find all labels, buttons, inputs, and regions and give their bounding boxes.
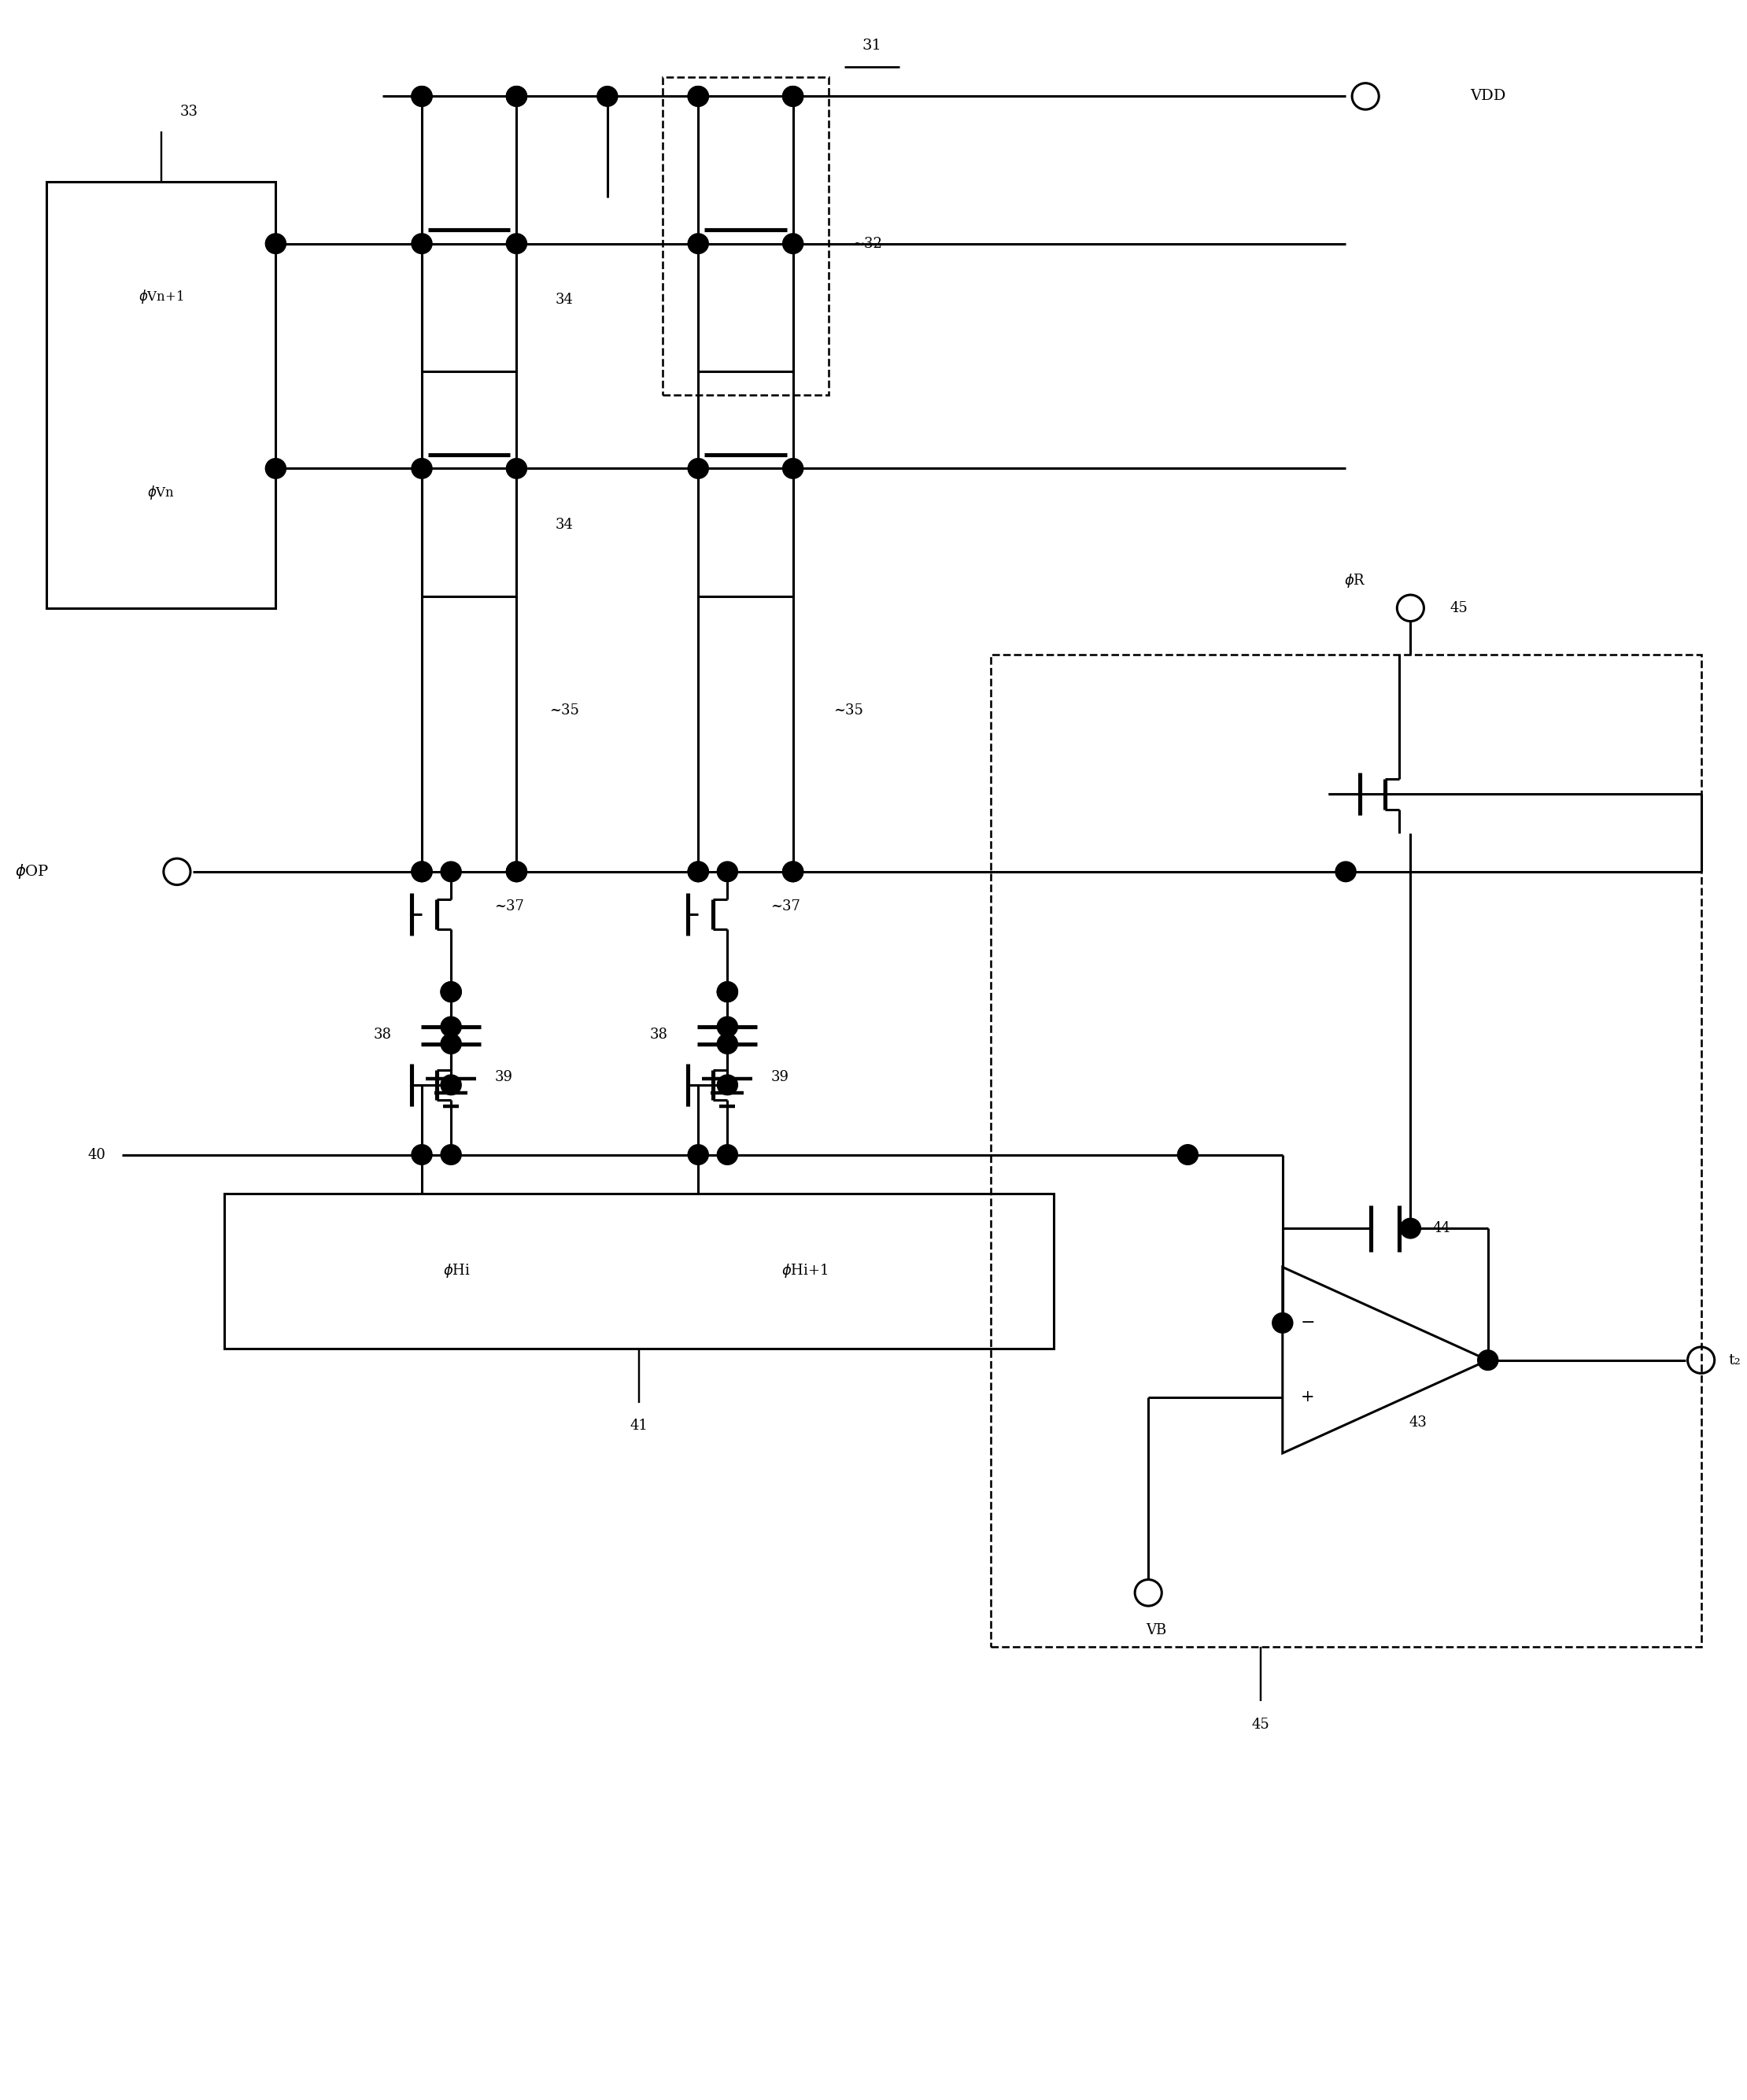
Circle shape bbox=[783, 86, 804, 107]
Text: t₂: t₂ bbox=[1730, 1352, 1742, 1367]
Text: 38: 38 bbox=[650, 1027, 667, 1042]
Circle shape bbox=[716, 1075, 737, 1094]
Text: $\phi$R: $\phi$R bbox=[1343, 573, 1366, 590]
Circle shape bbox=[783, 861, 804, 882]
Circle shape bbox=[688, 86, 709, 107]
Text: +: + bbox=[1302, 1390, 1315, 1405]
Circle shape bbox=[507, 233, 528, 254]
Circle shape bbox=[783, 86, 804, 107]
Circle shape bbox=[716, 861, 737, 882]
Bar bbox=[47, 181, 276, 609]
Circle shape bbox=[266, 233, 287, 254]
Circle shape bbox=[507, 86, 528, 107]
Circle shape bbox=[412, 458, 432, 479]
Circle shape bbox=[412, 861, 432, 882]
Text: 45: 45 bbox=[1251, 1718, 1270, 1732]
Circle shape bbox=[597, 86, 618, 107]
Text: ~37: ~37 bbox=[494, 899, 524, 913]
Circle shape bbox=[688, 458, 709, 479]
Text: $\phi$Vn: $\phi$Vn bbox=[147, 485, 175, 502]
Text: ~32: ~32 bbox=[853, 237, 882, 250]
Circle shape bbox=[783, 861, 804, 882]
Circle shape bbox=[1478, 1350, 1499, 1369]
Circle shape bbox=[688, 861, 709, 882]
Circle shape bbox=[440, 983, 461, 1002]
Text: $\phi$Hi+1: $\phi$Hi+1 bbox=[781, 1262, 828, 1279]
Text: 33: 33 bbox=[180, 105, 197, 120]
Text: 34: 34 bbox=[556, 292, 573, 307]
Circle shape bbox=[507, 861, 528, 882]
Circle shape bbox=[412, 86, 432, 107]
Text: 45: 45 bbox=[1450, 601, 1467, 615]
Circle shape bbox=[1335, 861, 1356, 882]
Text: 39: 39 bbox=[770, 1071, 790, 1084]
Circle shape bbox=[716, 983, 737, 1002]
Text: $\phi$OP: $\phi$OP bbox=[16, 863, 49, 880]
Circle shape bbox=[440, 1144, 461, 1166]
Text: 40: 40 bbox=[87, 1147, 107, 1161]
Circle shape bbox=[688, 1144, 709, 1166]
Text: 41: 41 bbox=[631, 1420, 648, 1432]
Circle shape bbox=[412, 233, 432, 254]
Circle shape bbox=[412, 861, 432, 882]
Circle shape bbox=[507, 458, 528, 479]
Text: 43: 43 bbox=[1408, 1415, 1427, 1430]
Text: 39: 39 bbox=[494, 1071, 512, 1084]
Circle shape bbox=[412, 1144, 432, 1166]
Circle shape bbox=[716, 983, 737, 1002]
Text: ~35: ~35 bbox=[549, 704, 578, 718]
Circle shape bbox=[783, 233, 804, 254]
Circle shape bbox=[507, 86, 528, 107]
Circle shape bbox=[440, 983, 461, 1002]
Text: 44: 44 bbox=[1433, 1222, 1450, 1235]
Circle shape bbox=[716, 1033, 737, 1054]
Circle shape bbox=[1272, 1312, 1293, 1334]
Text: VDD: VDD bbox=[1469, 88, 1506, 103]
Circle shape bbox=[783, 458, 804, 479]
Circle shape bbox=[1177, 1144, 1198, 1166]
Circle shape bbox=[440, 1075, 461, 1094]
Text: 38: 38 bbox=[374, 1027, 391, 1042]
Text: 34: 34 bbox=[556, 517, 573, 531]
Text: VB: VB bbox=[1146, 1623, 1167, 1638]
Bar bbox=[224, 1193, 1053, 1348]
Bar bbox=[662, 78, 828, 395]
Circle shape bbox=[440, 861, 461, 882]
Circle shape bbox=[412, 86, 432, 107]
Bar bbox=[991, 655, 1702, 1646]
Circle shape bbox=[688, 861, 709, 882]
Text: 31: 31 bbox=[861, 38, 882, 52]
Text: ~35: ~35 bbox=[833, 704, 863, 718]
Circle shape bbox=[440, 1033, 461, 1054]
Text: $\phi$Vn+1: $\phi$Vn+1 bbox=[138, 288, 183, 304]
Text: ~37: ~37 bbox=[770, 899, 800, 913]
Text: $\phi$Hi: $\phi$Hi bbox=[442, 1262, 470, 1279]
Text: −: − bbox=[1300, 1315, 1315, 1331]
Circle shape bbox=[716, 1144, 737, 1166]
Circle shape bbox=[440, 1016, 461, 1037]
Circle shape bbox=[688, 86, 709, 107]
Circle shape bbox=[1399, 1218, 1420, 1239]
Circle shape bbox=[716, 1016, 737, 1037]
Circle shape bbox=[266, 458, 287, 479]
Circle shape bbox=[688, 233, 709, 254]
Circle shape bbox=[507, 861, 528, 882]
